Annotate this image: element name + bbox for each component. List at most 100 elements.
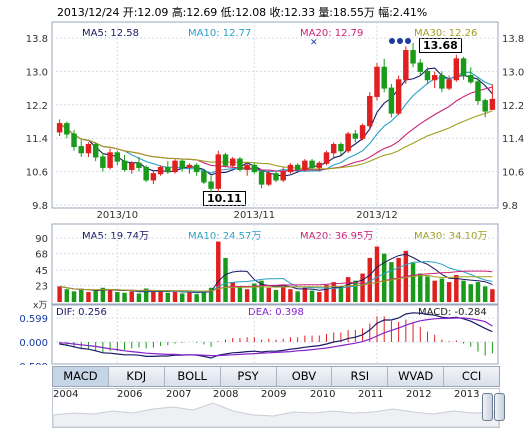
candle-body [410, 50, 416, 64]
volume-bar [71, 291, 77, 302]
x-tick-label: 2013/11 [234, 210, 276, 221]
candle-body [136, 162, 142, 168]
volume-bar [107, 289, 113, 302]
macd-tick: -0.599 [16, 362, 48, 365]
volume-bar [360, 273, 365, 302]
candle-body [114, 152, 121, 162]
volume-bar [345, 277, 351, 302]
vol-ma10-label: MA10: 24.57万 [188, 231, 262, 242]
timeline-navigator[interactable] [52, 388, 500, 428]
candle-body [121, 160, 128, 171]
volume-bar [93, 290, 98, 302]
volume-bar [115, 292, 120, 302]
tab-psy[interactable]: PSY [221, 367, 277, 386]
volume-bar [179, 293, 185, 302]
volume-bar [317, 292, 322, 302]
candle-body [266, 173, 272, 185]
price-tick-right: 10.6 [502, 168, 524, 179]
candle-body [352, 133, 359, 139]
volume-bar [374, 246, 380, 302]
price-tick-right: 13.0 [502, 67, 524, 78]
timeline-left-handle[interactable] [482, 393, 493, 421]
candle-body [258, 171, 265, 185]
volume-bar [461, 280, 466, 302]
candle-body [388, 87, 395, 114]
macd-value-label: MACD: -0.284 [418, 307, 487, 318]
tab-macd[interactable]: MACD [53, 367, 109, 386]
volume-bar [446, 282, 452, 302]
price-tick-left: 13.8 [26, 34, 48, 45]
candle-body [237, 158, 243, 171]
candle-body [165, 166, 171, 173]
candle-body [273, 173, 279, 181]
timeline-year-2004: 2004 [53, 389, 79, 400]
macd-tick: 0.000 [19, 338, 48, 349]
candle-body [92, 143, 99, 158]
volume-bar [302, 287, 308, 302]
timeline-year-2006: 2006 [117, 389, 143, 400]
candle-body [424, 70, 431, 81]
candle-body [316, 162, 323, 168]
volume-bar [418, 273, 423, 302]
timeline-year-2012: 2012 [406, 389, 432, 400]
volume-bar [64, 289, 70, 302]
volume-bar [396, 257, 401, 302]
candle-body [395, 79, 402, 114]
volume-tick: 90 [35, 234, 48, 245]
volume-bar [468, 284, 473, 302]
timeline-right-handle[interactable] [494, 393, 505, 421]
candle-body [403, 50, 409, 81]
volume-bar [454, 274, 459, 302]
volume-bar [338, 286, 344, 302]
candle-body [179, 160, 185, 168]
timeline-history-sparkline [53, 402, 499, 427]
volume-bar [432, 280, 437, 302]
volume-bar [57, 286, 62, 302]
candle-body [56, 123, 63, 133]
candle-body [367, 95, 373, 127]
volume-bar [252, 283, 257, 302]
volume-bar [151, 292, 156, 302]
price-tick-right: 9.8 [502, 201, 518, 212]
candle-body [287, 164, 294, 173]
candle-body [143, 166, 149, 181]
volume-bar [194, 294, 199, 302]
candle-body [222, 154, 229, 166]
candle-body [78, 146, 84, 154]
candle-body [330, 143, 337, 154]
candle-body [201, 171, 207, 183]
volume-panel-frame [51, 223, 499, 305]
volume-bar [172, 291, 178, 302]
candle-body [129, 162, 135, 171]
event-marker-icon [405, 38, 411, 44]
volume-bar [208, 287, 214, 302]
volume-bar [136, 293, 142, 302]
tab-obv[interactable]: OBV [277, 367, 333, 386]
candle-body [489, 98, 496, 110]
volume-bar [295, 291, 300, 302]
price-tick-right: 13.8 [502, 34, 524, 45]
candle-body [229, 158, 236, 166]
macd-tick: 0.599 [19, 314, 48, 325]
macd-dea-line [59, 317, 493, 357]
x-tick-label: 2013/10 [97, 210, 139, 221]
tab-kdj[interactable]: KDJ [109, 367, 165, 386]
candle-body [280, 171, 286, 181]
volume-tick: 23 [35, 282, 48, 293]
tab-rsi[interactable]: RSI [332, 367, 389, 386]
price-tick-right: 11.4 [502, 134, 524, 145]
candle-body [244, 164, 250, 171]
candle-body [193, 164, 200, 173]
tab-cci[interactable]: CCI [461, 369, 482, 383]
volume-bar [439, 278, 445, 302]
quote-summary: 2013/12/24 开:12.09 高:12.69 低:12.08 收:12.… [57, 6, 428, 19]
event-cross-icon: ✕ [310, 38, 318, 48]
price-tick-left: 9.8 [32, 201, 48, 212]
volume-bar [490, 289, 495, 302]
price-ma10-label: MA10: 12.77 [188, 28, 252, 39]
tab-wvad[interactable]: WVAD [388, 367, 445, 386]
tab-boll[interactable]: BOLL [165, 367, 221, 386]
timeline-year-2008: 2008 [213, 389, 239, 400]
price-ma30-line [59, 110, 493, 170]
volume-bar [201, 290, 207, 302]
